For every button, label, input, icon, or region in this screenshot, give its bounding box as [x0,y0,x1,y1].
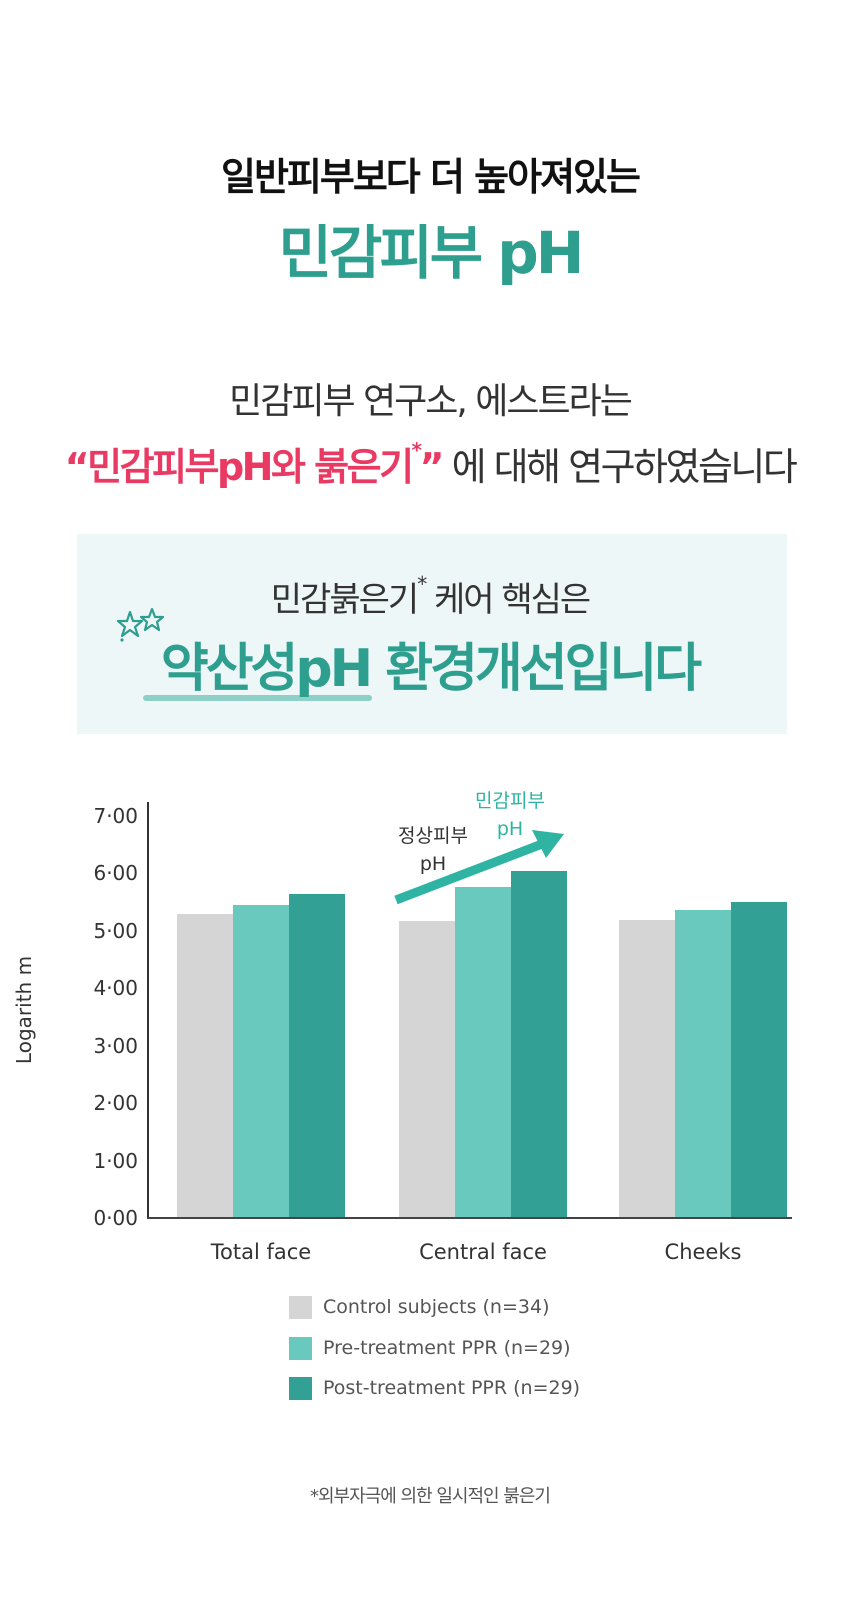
annotation-sensitive-line1: 민감피부 [475,790,545,812]
y-axis-line [147,802,149,1219]
legend-item-post-treatment: Post-treatment PPR (n=29) [289,1376,580,1400]
bar-total-face-post-treatment [289,894,345,1218]
annotation-normal-line1: 정상피부 [398,825,468,847]
legend-swatch-pre-treatment [289,1336,312,1360]
intro-line2: “민감피부pH와 붉은기*” 에 대해 연구하였습니다 [0,436,860,491]
intro-highlight: “민감피부pH와 붉은기 [64,445,414,489]
annotation-normal-line2: pH [419,853,447,875]
callout-line2: 약산성pH 환경개선입니다 [160,639,702,699]
y-tick: 5·00 [93,918,138,943]
footnote: *외부자극에 의한 일시적인 붉은기 [309,1486,551,1507]
callout-asterisk: * [417,572,427,596]
y-tick: 0·00 [93,1206,138,1230]
callout-line1-main: 민감붉은기 [270,580,419,620]
legend-swatch-post-treatment [289,1376,312,1400]
trend-arrow-icon [394,830,564,905]
headline-line1: 일반피부보다 더 높아져있는 [221,155,641,199]
legend-item-control: Control subjects (n=34) [289,1295,550,1319]
legend-label: Pre-treatment PPR (n=29) [323,1337,571,1359]
bar-total-face-pre-treatment [233,905,289,1218]
legend-item-pre-treatment: Pre-treatment PPR (n=29) [289,1336,571,1360]
y-tick: 6·00 [93,861,138,885]
y-tick: 7·00 [93,803,138,828]
bar-cheeks-pre-treatment [675,909,731,1218]
x-label-cheeks: Cheeks [664,1240,742,1264]
y-tick: 1·00 [93,1148,138,1173]
intro-quote-close: ” [419,445,445,489]
bar-cheeks-control [619,920,675,1218]
y-tick: 2·00 [93,1091,138,1115]
legend-label: Post-treatment PPR (n=29) [323,1377,581,1399]
bar-central-face-pre-treatment [455,886,511,1218]
x-axis-line [147,1217,792,1219]
bar-total-face-control [177,913,233,1218]
intro-rest: 에 대해 연구하였습니다 [442,445,798,489]
annotation-sensitive-line2: pH [496,818,524,840]
bar-cheeks-post-treatment [731,901,787,1218]
double-star-icon [116,607,165,642]
y-tick: 4·00 [93,976,138,1000]
bar-central-face-post-treatment [511,871,567,1218]
annotation-normal-ph: 정상피부 pH [388,822,478,878]
callout-line1: 민감붉은기* 케어 핵심은 [0,572,860,621]
headline-line2: 민감피부 pH [278,219,585,287]
callout-underline [143,695,372,701]
annotation-sensitive-ph: 민감피부 pH [463,787,557,843]
callout-line1-rest: 케어 핵심은 [425,580,591,620]
x-label-total-face: Total face [210,1240,312,1264]
x-label-central-face: Central face [419,1240,547,1264]
y-axis-label: Logarith m [12,955,36,1065]
intro-line1: 민감피부 연구소, 에스트라는 [229,381,633,422]
y-tick: 3·00 [93,1033,138,1058]
legend-swatch-control [289,1295,312,1319]
legend-label: Control subjects (n=34) [323,1296,550,1318]
bar-central-face-control [399,920,455,1218]
intro-asterisk: * [411,438,422,462]
